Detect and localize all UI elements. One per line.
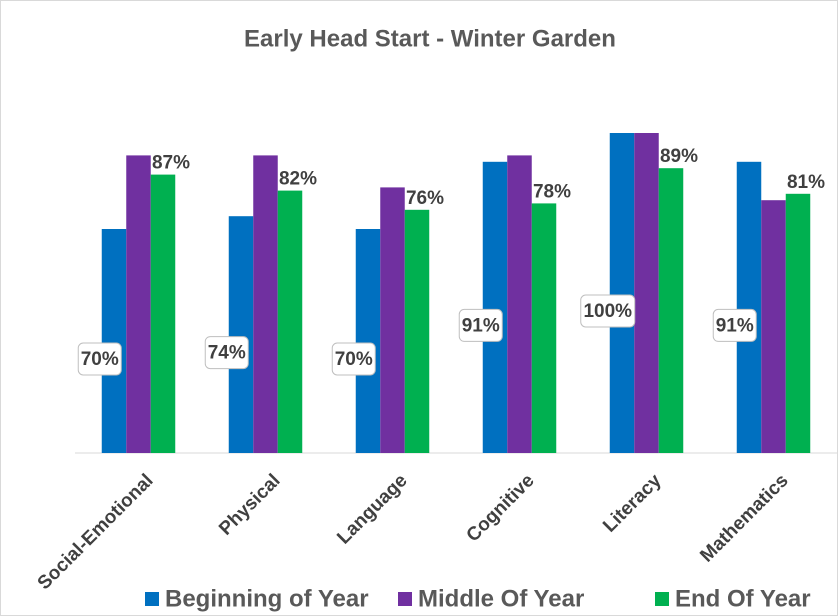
data-label-box: [458, 308, 503, 342]
bar: [785, 193, 811, 454]
bar: [609, 133, 635, 453]
bar: [277, 190, 303, 453]
bar: [150, 174, 176, 453]
data-label-box: [580, 294, 636, 328]
bar: [736, 161, 762, 454]
data-label-box: [204, 336, 249, 370]
data-label: 78%: [533, 181, 571, 202]
legend-label: End Of Year: [675, 585, 811, 612]
legend-swatch: [655, 592, 669, 606]
legend-label: Beginning of Year: [165, 585, 369, 612]
data-label: 89%: [660, 146, 698, 167]
bar: [101, 229, 127, 453]
bar: [761, 200, 786, 453]
bar: [634, 133, 659, 453]
data-label-box: [331, 342, 376, 376]
legend-swatch: [145, 592, 159, 606]
bar: [507, 155, 532, 453]
data-label: 70%: [81, 349, 119, 370]
bar: [531, 203, 557, 453]
data-label: 70%: [335, 349, 373, 370]
chart-title: Early Head Start - Winter Garden: [244, 25, 616, 52]
bar: [404, 209, 430, 453]
data-label: 87%: [152, 153, 190, 174]
bar: [380, 187, 405, 453]
data-label: 100%: [583, 301, 632, 322]
legend-label: Middle Of Year: [418, 585, 584, 612]
data-label-box: [77, 342, 122, 376]
data-label: 82%: [279, 169, 317, 190]
bar: [126, 155, 151, 453]
data-label: 91%: [462, 315, 500, 336]
data-label: 81%: [787, 172, 825, 193]
data-label-box: [712, 308, 757, 342]
bar: [482, 161, 508, 454]
data-label: 91%: [716, 315, 754, 336]
bar: [228, 216, 254, 453]
bar: [658, 168, 684, 453]
data-label: 74%: [208, 343, 246, 364]
bar: [355, 229, 381, 453]
legend-swatch: [398, 592, 412, 606]
data-label: 76%: [406, 188, 444, 209]
bar: [253, 155, 278, 453]
